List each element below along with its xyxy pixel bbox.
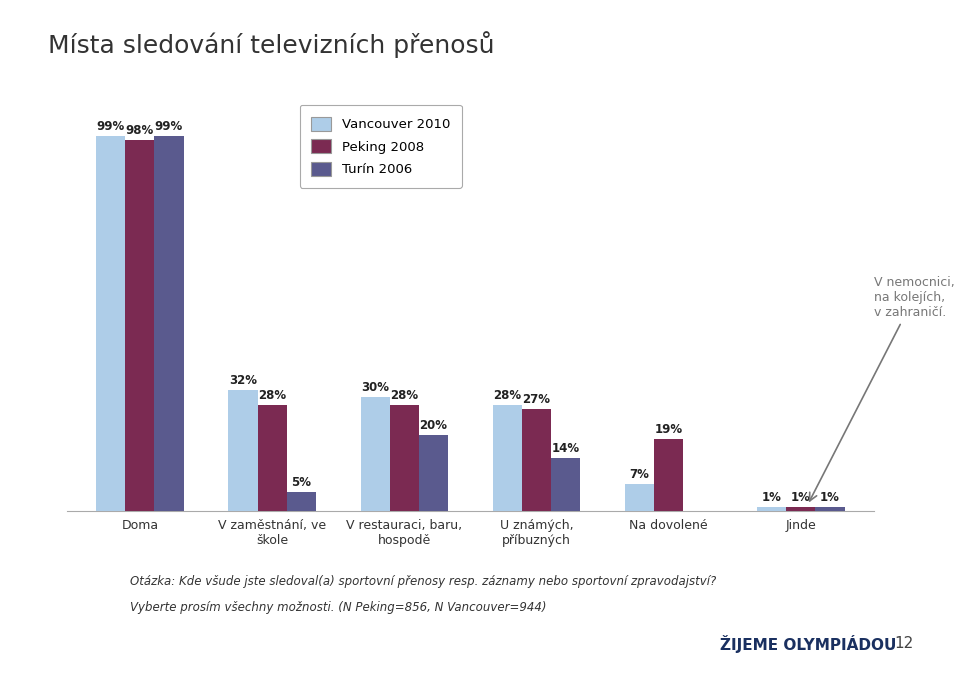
Bar (625, 484, 654, 511)
Bar (257, 405, 287, 511)
Text: 99%: 99% (155, 120, 183, 133)
Text: 98%: 98% (126, 124, 154, 137)
Text: 28%: 28% (258, 389, 286, 402)
Bar (551, 458, 580, 511)
Text: 30%: 30% (361, 381, 389, 394)
Text: 1%: 1% (791, 491, 811, 504)
Text: ŽIJEME OLYMPIÁDOU: ŽIJEME OLYMPIÁDOU (720, 635, 897, 652)
Text: 12: 12 (895, 636, 914, 651)
Text: 1%: 1% (762, 491, 781, 504)
Text: 20%: 20% (420, 419, 447, 432)
Text: Vyberte prosím všechny možnosti. (N Peking=856, N Vancouver=944): Vyberte prosím všechny možnosti. (N Peki… (130, 601, 546, 614)
Text: 7%: 7% (630, 469, 650, 481)
Bar (390, 405, 419, 511)
Bar (492, 405, 522, 511)
Bar (126, 140, 155, 511)
Bar (155, 136, 183, 511)
Bar (757, 507, 786, 511)
Text: 5%: 5% (291, 476, 311, 489)
Text: 28%: 28% (390, 389, 419, 402)
Bar (96, 136, 126, 511)
Text: 32%: 32% (229, 374, 257, 387)
Text: 19%: 19% (655, 423, 683, 436)
Text: Otázka: Kde všude jste sledoval(a) sportovní přenosy resp. záznamy nebo sportovn: Otázka: Kde všude jste sledoval(a) sport… (130, 575, 716, 588)
Bar (654, 439, 684, 511)
Bar (419, 435, 448, 511)
Bar (815, 507, 845, 511)
Text: 27%: 27% (522, 392, 550, 406)
Text: 99%: 99% (97, 120, 125, 133)
Text: 1%: 1% (820, 491, 840, 504)
Bar (287, 492, 316, 511)
Bar (228, 390, 257, 511)
Legend: Vancouver 2010, Peking 2008, Turín 2006: Vancouver 2010, Peking 2008, Turín 2006 (300, 105, 462, 188)
Text: 28%: 28% (493, 389, 521, 402)
Bar (786, 507, 815, 511)
Text: 14%: 14% (551, 442, 580, 455)
Text: Místa sledování televizních přenosů: Místa sledování televizních přenosů (48, 31, 494, 58)
Bar (522, 409, 551, 511)
Text: V nemocnici,
na kolejích,
v zahraničí.: V nemocnici, na kolejích, v zahraničí. (809, 276, 954, 501)
Bar (361, 397, 390, 511)
